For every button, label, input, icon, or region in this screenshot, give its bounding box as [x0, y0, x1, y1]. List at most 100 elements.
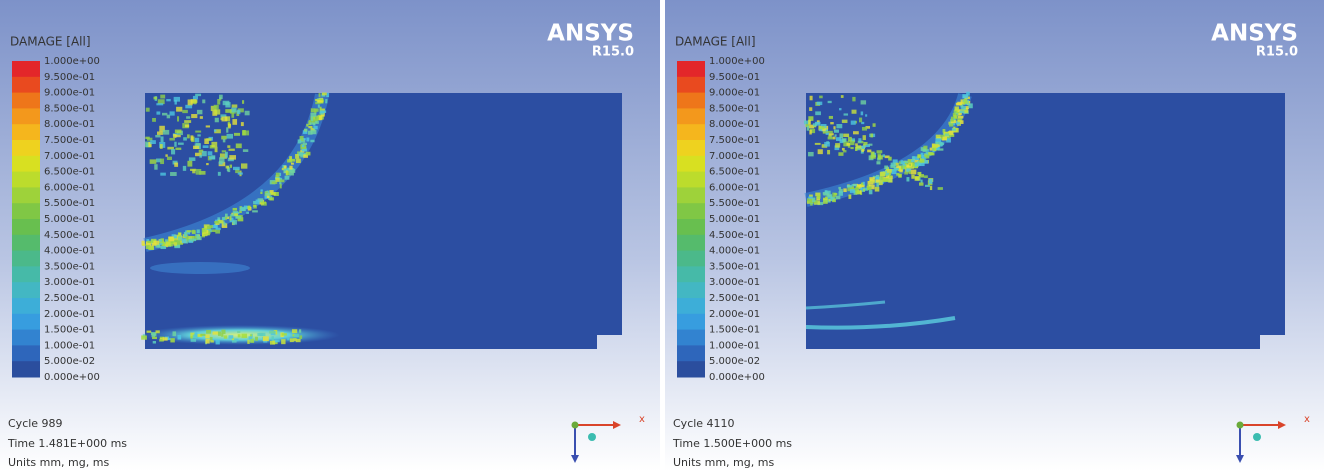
legend-swatch [12, 61, 40, 77]
legend-label: 5.500e-01 [709, 198, 760, 209]
legend-label: 3.500e-01 [44, 261, 95, 272]
legend-label: 2.000e-01 [709, 309, 760, 320]
legend-swatch [12, 314, 40, 330]
legend-label: 7.500e-01 [44, 135, 95, 146]
legend-label: 1.000e-01 [44, 340, 95, 351]
legend-label: 3.000e-01 [44, 277, 95, 288]
legend-label: 2.500e-01 [44, 293, 95, 304]
legend-label: 7.000e-01 [44, 151, 95, 162]
axis-origin [572, 422, 579, 429]
legend-swatch [12, 298, 40, 314]
axis-x-label: x [639, 414, 645, 425]
cycle-info: Cycle 989 [8, 417, 63, 430]
logo-brand: ANSYS [1211, 21, 1298, 47]
time-info: Time 1.500E+000 ms [672, 437, 792, 450]
legend-label: 4.000e-01 [709, 246, 760, 257]
legend-label: 0.000e+00 [709, 372, 765, 383]
legend-swatch [677, 61, 705, 77]
legend-swatch [677, 219, 705, 235]
legend-label: 3.000e-01 [709, 277, 760, 288]
legend-swatch [12, 282, 40, 298]
legend-swatch [677, 108, 705, 124]
legend-swatch [12, 345, 40, 361]
legend-label: 6.500e-01 [44, 167, 95, 178]
legend-label: 1.500e-01 [709, 325, 760, 336]
legend-label: 0.000e+00 [44, 372, 100, 383]
legend-swatch [677, 93, 705, 109]
legend-label: 6.000e-01 [44, 182, 95, 193]
panel: DAMAGE [All]1.000e+009.500e-019.000e-018… [665, 0, 1324, 471]
legend-label: 8.000e-01 [709, 119, 760, 130]
panel: DAMAGE [All] 1.000e+00 9.500e-01 9.000e-01 8… [0, 0, 660, 471]
legend-label: 8.500e-01 [709, 103, 760, 114]
legend-title: DAMAGE [All] [675, 35, 756, 49]
legend-label: 5.000e-01 [709, 214, 760, 225]
legend-label: 9.500e-01 [709, 72, 760, 83]
legend-swatch [12, 251, 40, 267]
legend-label: 4.500e-01 [44, 230, 95, 241]
legend-swatch [12, 93, 40, 109]
legend-swatch [12, 266, 40, 282]
legend-label: 5.500e-01 [44, 198, 95, 209]
legend-label: 5.000e-01 [44, 214, 95, 225]
legend-label: 8.500e-01 [44, 103, 95, 114]
axis-x-label: x [1304, 414, 1310, 425]
legend-swatch [677, 235, 705, 251]
legend-swatch [12, 156, 40, 172]
legend-label: 9.500e-01 [44, 72, 95, 83]
legend-swatch [12, 108, 40, 124]
legend-swatch [12, 330, 40, 346]
legend-label: 9.000e-01 [44, 88, 95, 99]
legend-swatch [677, 266, 705, 282]
legend-label: 6.000e-01 [709, 182, 760, 193]
units-info: Units mm, mg, ms [8, 456, 109, 469]
legend-label: 3.500e-01 [709, 261, 760, 272]
legend-swatch [12, 140, 40, 156]
screenshot: DAMAGE [All] 1.000e+00 9.500e-01 9.000e-01 8… [0, 0, 1324, 471]
legend-label: 1.500e-01 [44, 325, 95, 336]
logo-version: R15.0 [592, 45, 634, 60]
legend-swatch [677, 298, 705, 314]
time-info: Time 1.481E+000 ms [7, 437, 127, 450]
legend-label: 9.000e-01 [709, 88, 760, 99]
legend-swatch [12, 172, 40, 188]
legend-label: 2.500e-01 [709, 293, 760, 304]
legend-title: DAMAGE [All] [10, 35, 91, 49]
axis-origin [1237, 422, 1244, 429]
legend-label: 4.500e-01 [709, 230, 760, 241]
legend-swatch [677, 203, 705, 219]
legend-swatch [677, 124, 705, 140]
model-domain [806, 93, 1285, 349]
legend-label: 1.000e-01 [709, 340, 760, 351]
legend-swatch [677, 361, 705, 377]
cycle-info: Cycle 4110 [673, 417, 735, 430]
legend-label: 7.500e-01 [709, 135, 760, 146]
legend-label: 5.000e-02 [709, 356, 760, 367]
logo-brand: ANSYS [547, 21, 634, 47]
legend-label: 4.000e-01 [44, 246, 95, 257]
legend-swatch [677, 345, 705, 361]
legend-swatch [12, 187, 40, 203]
legend-swatch [677, 282, 705, 298]
legend-swatch [677, 140, 705, 156]
legend-swatch [677, 77, 705, 93]
legend-label: 1.000e+00 [44, 56, 100, 67]
legend-swatch [12, 361, 40, 377]
legend-label: 7.000e-01 [709, 151, 760, 162]
legend-swatch [677, 156, 705, 172]
legend-label: 6.500e-01 [709, 167, 760, 178]
panel-divider [660, 0, 665, 471]
legend-swatch [12, 124, 40, 140]
axis-z [1253, 433, 1261, 441]
legend-label: 2.000e-01 [44, 309, 95, 320]
legend-swatch [677, 314, 705, 330]
legend-swatch [12, 219, 40, 235]
legend-swatch [677, 187, 705, 203]
logo-version: R15.0 [1256, 45, 1298, 60]
legend-swatch [677, 251, 705, 267]
units-info: Units mm, mg, ms [673, 456, 774, 469]
legend-swatch [12, 235, 40, 251]
legend-swatch [677, 330, 705, 346]
legend-swatch [12, 203, 40, 219]
legend-label: 5.000e-02 [44, 356, 95, 367]
